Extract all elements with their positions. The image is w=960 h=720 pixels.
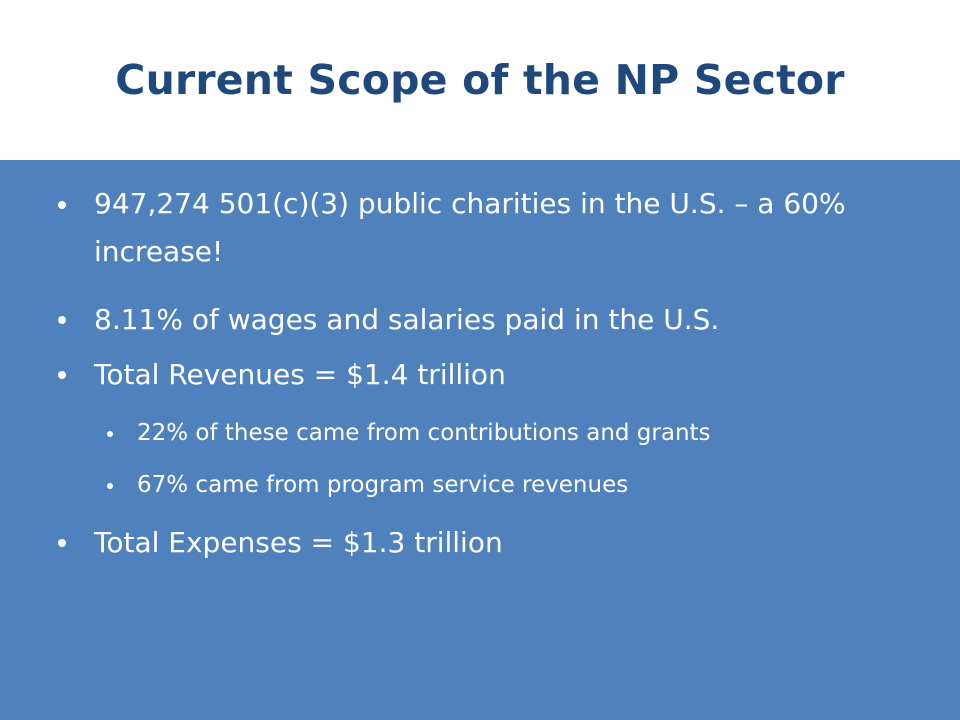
bullet-dot-icon bbox=[58, 539, 66, 547]
sub-bullet-text: 67% came from program service revenues bbox=[137, 472, 629, 498]
bullet-dot-icon bbox=[58, 316, 66, 324]
sub-bullet-item: 22% of these came from contributions and… bbox=[107, 415, 917, 451]
bullet-text: Total Expenses = $1.3 trillion bbox=[94, 526, 503, 559]
sub-bullet-item: 67% came from program service revenues bbox=[107, 467, 917, 503]
bullet-text: 947,274 501(c)(3) public charities in th… bbox=[94, 187, 846, 268]
content-panel bbox=[0, 160, 960, 720]
bullet-item: 8.11% of wages and salaries paid in the … bbox=[58, 295, 914, 345]
bullet-item: 947,274 501(c)(3) public charities in th… bbox=[58, 180, 894, 276]
bullet-dot-icon bbox=[107, 483, 113, 489]
bullet-item: Total Revenues = $1.4 trillion bbox=[58, 350, 914, 400]
bullet-dot-icon bbox=[58, 201, 66, 209]
bullet-text: Total Revenues = $1.4 trillion bbox=[94, 358, 506, 391]
bullet-dot-icon bbox=[107, 431, 113, 437]
sub-bullet-text: 22% of these came from contributions and… bbox=[137, 420, 711, 446]
title-band: Current Scope of the NP Sector bbox=[0, 0, 960, 160]
bullet-text: 8.11% of wages and salaries paid in the … bbox=[94, 303, 720, 336]
bullet-item: Total Expenses = $1.3 trillion bbox=[58, 518, 914, 568]
bullet-dot-icon bbox=[58, 371, 66, 379]
slide-title: Current Scope of the NP Sector bbox=[115, 56, 845, 104]
